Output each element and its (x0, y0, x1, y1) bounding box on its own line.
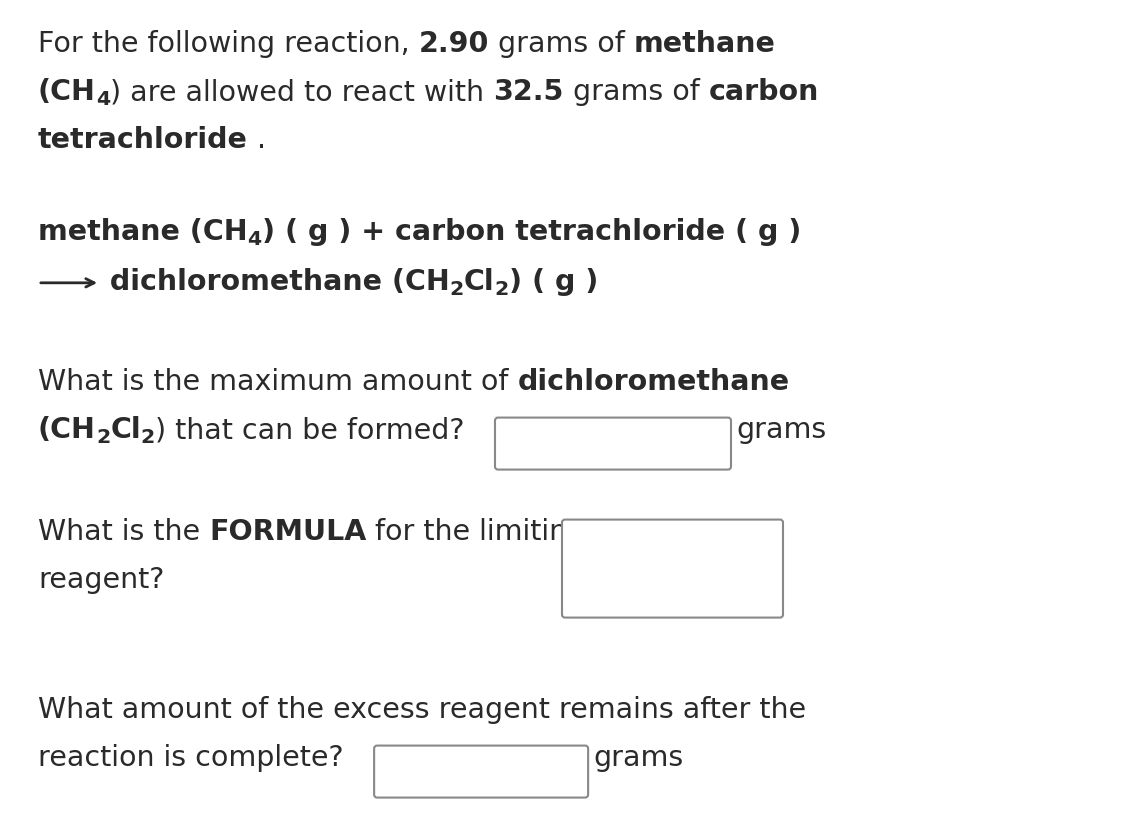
Text: For the following reaction,: For the following reaction, (39, 30, 418, 58)
Text: dichloromethane: dichloromethane (518, 368, 790, 396)
Text: .: . (248, 126, 266, 154)
Text: reagent?: reagent? (39, 566, 164, 594)
FancyBboxPatch shape (374, 746, 588, 798)
Text: carbon: carbon (708, 78, 819, 106)
Text: grams: grams (736, 416, 826, 444)
Text: ) that can be formed?: ) that can be formed? (155, 416, 493, 444)
Text: ) are allowed to react with: ) are allowed to react with (110, 78, 493, 106)
Text: What is the: What is the (39, 518, 210, 546)
Text: Cl: Cl (110, 416, 140, 444)
Text: methane: methane (633, 30, 776, 58)
Text: 2: 2 (96, 427, 110, 447)
Text: grams: grams (593, 744, 683, 772)
Text: 4: 4 (248, 230, 262, 249)
Text: What is the maximum amount of: What is the maximum amount of (39, 368, 518, 396)
Text: 2: 2 (140, 427, 155, 447)
Text: for the limiting: for the limiting (366, 518, 586, 546)
Text: 2: 2 (495, 280, 509, 298)
Text: 4: 4 (96, 90, 110, 108)
Text: ) ( g ): ) ( g ) (509, 268, 598, 296)
FancyBboxPatch shape (495, 417, 731, 469)
Text: 32.5: 32.5 (493, 78, 563, 106)
Text: grams of: grams of (563, 78, 708, 106)
Text: dichloromethane (CH: dichloromethane (CH (100, 268, 450, 296)
Text: methane (CH: methane (CH (39, 218, 248, 246)
Text: tetrachloride: tetrachloride (39, 126, 248, 154)
Text: Cl: Cl (465, 268, 495, 296)
Text: 2.90: 2.90 (418, 30, 489, 58)
Text: 2: 2 (450, 280, 465, 298)
Text: FORMULA: FORMULA (210, 518, 366, 546)
Text: ) ( g ) + carbon tetrachloride ( g ): ) ( g ) + carbon tetrachloride ( g ) (262, 218, 801, 246)
Text: reaction is complete?: reaction is complete? (39, 744, 372, 772)
FancyBboxPatch shape (562, 520, 783, 618)
Text: What amount of the excess reagent remains after the: What amount of the excess reagent remain… (39, 696, 806, 724)
Text: (CH: (CH (39, 78, 96, 106)
Text: grams of: grams of (489, 30, 633, 58)
Text: (CH: (CH (39, 416, 96, 444)
